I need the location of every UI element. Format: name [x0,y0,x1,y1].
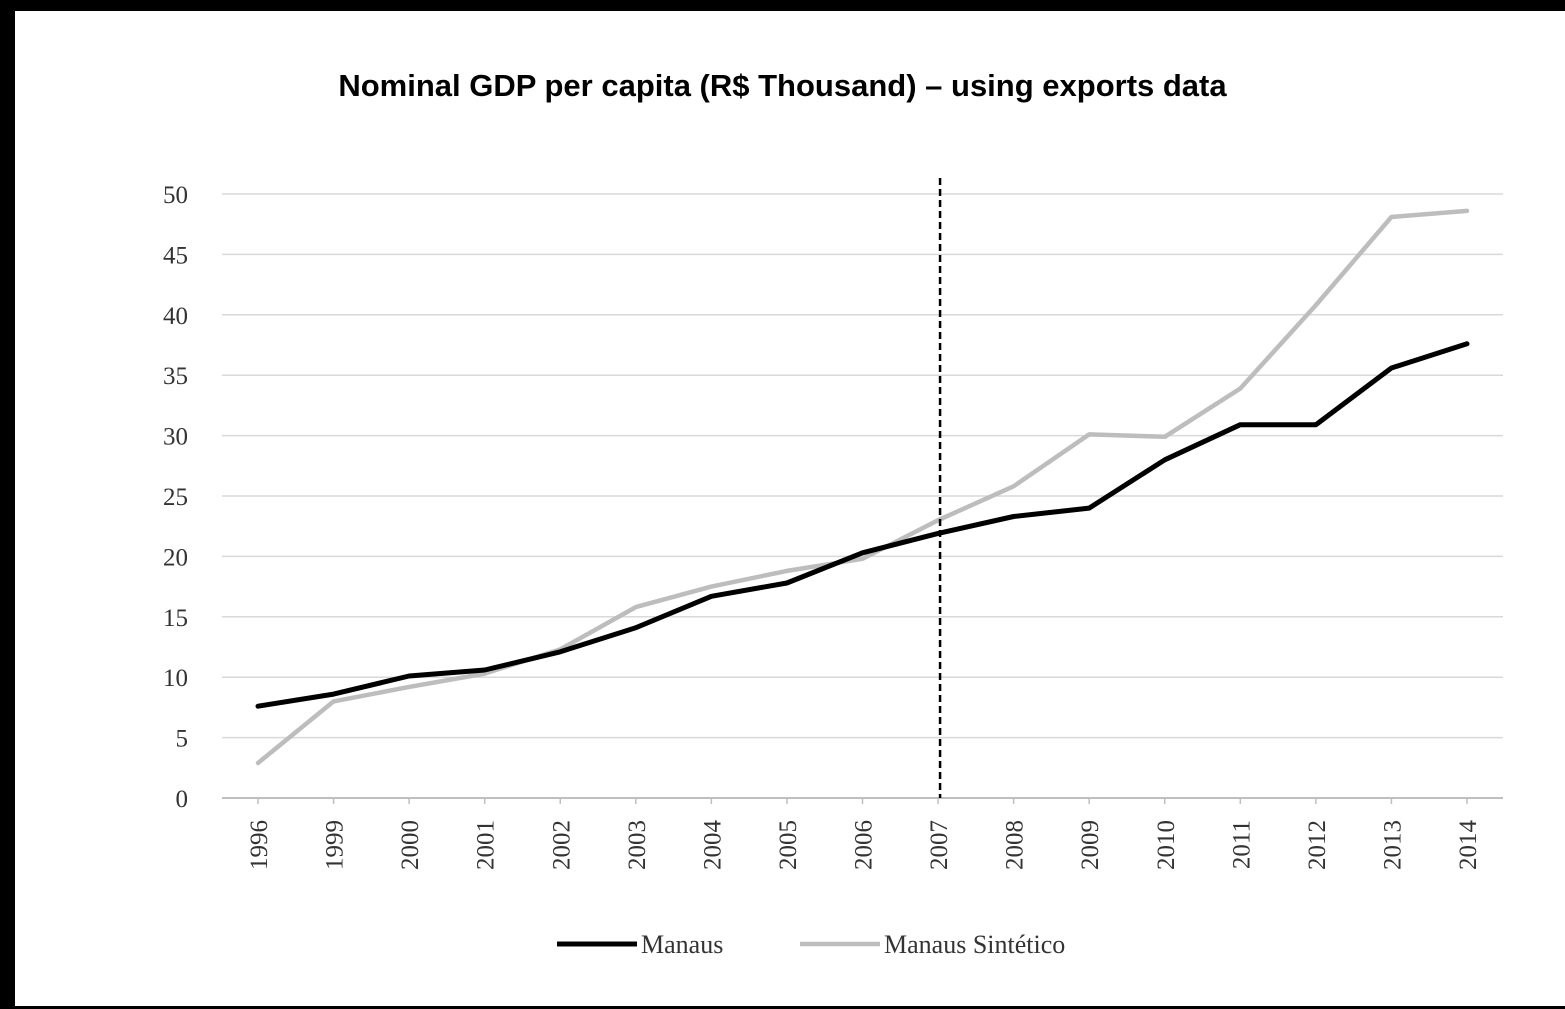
y-tick-label: 40 [163,303,188,330]
legend-label: Manaus [641,930,723,959]
legend: Manaus Manaus Sintético [557,930,1065,959]
x-tick-label: 2010 [1153,820,1180,870]
series-line-manaus-sintetico [255,208,1470,766]
x-tick-label: 2001 [473,820,500,870]
x-tick-label: 2009 [1077,820,1104,870]
x-tick-label: 1996 [246,820,273,870]
legend-label: Manaus Sintético [884,930,1065,959]
y-tick-label: 35 [163,363,188,390]
x-tick-label: 2007 [926,820,953,870]
series-line-manaus [255,341,1470,709]
x-tick-label: 2013 [1379,820,1406,870]
x-tick-label: 1999 [322,820,349,870]
gridlines [222,193,1503,799]
x-tick-label: 2014 [1455,820,1482,871]
chart-title: Nominal GDP per capita (R$ Thousand) – u… [338,68,1227,103]
x-tick-label: 2011 [1228,820,1255,869]
x-tick-label: 2003 [624,820,651,870]
y-tick-label: 25 [163,484,188,511]
x-tick-label: 2008 [1002,820,1029,870]
x-tick-label: 2000 [397,820,424,870]
x-tick-label: 2004 [699,820,726,871]
x-tick-label: 2002 [548,820,575,870]
x-tick-label: 2006 [851,820,878,870]
y-tick-label: 50 [163,182,188,209]
x-tick-label: 2012 [1304,820,1331,870]
series-lines [255,208,1470,766]
y-tick-label: 0 [176,786,189,813]
y-tick-label: 5 [176,726,189,753]
y-tick-label: 30 [163,424,188,451]
x-axis-ticks: 1996 1999 2000 2001 2002 2003 2004 2005 2006 2007… [246,798,1482,870]
y-tick-label: 20 [163,544,188,571]
y-tick-label: 15 [163,605,188,632]
y-tick-label: 45 [163,242,188,269]
y-tick-label: 10 [163,665,188,692]
x-tick-label: 2005 [775,820,802,870]
y-axis-ticks: 0 5 10 15 20 25 30 35 40 45 50 [163,182,188,813]
